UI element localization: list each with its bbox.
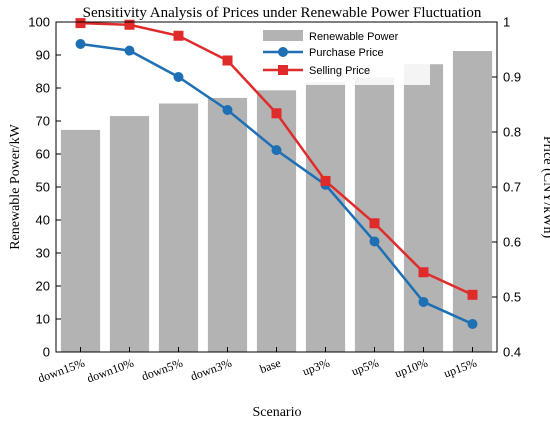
y-tick-label-left: 50 [36,180,50,195]
y-tick-label-right: 0.8 [503,125,521,140]
point-purchase-price [173,72,184,82]
point-purchase-price [271,145,282,156]
legend-marker-selling-price [278,65,288,75]
bar-up15pct [452,51,493,352]
bar-down3pct [207,97,248,353]
y-tick-label-right: 0.7 [503,180,521,195]
point-purchase-price [467,318,478,329]
y-tick-label-right: 1 [503,15,510,30]
y-tick-label-left: 70 [36,114,50,129]
y-tick-label-left: 10 [36,312,50,327]
y-tick-label-right: 0.4 [503,345,521,360]
point-selling-price [467,289,478,300]
point-purchase-price [222,105,233,115]
chart-title: Sensitivity Analysis of Prices under Ren… [83,5,482,21]
bar-up3pct [305,82,346,352]
x-tick-label: down15% [36,356,87,386]
legend-label-selling-price: Selling Price [309,65,370,77]
y-tick-label-left: 20 [36,279,50,294]
x-tick-label: down5% [140,356,185,384]
point-selling-price [271,108,282,119]
point-selling-price [320,175,331,186]
y-axis-label-right: Price (CNY/kWh) [540,136,550,239]
y-tick-label-right: 0.9 [503,70,521,85]
x-tick-label: down10% [85,356,136,386]
point-selling-price [173,30,184,41]
y-tick-label-left: 30 [36,246,50,261]
bar-down10pct [109,116,150,352]
y-tick-label-left: 40 [36,213,50,228]
point-selling-price [369,218,380,229]
y-tick-label-left: 80 [36,81,50,96]
point-selling-price [75,18,86,29]
y-tick-label-left: 90 [36,48,50,63]
y-tick-label-left: 100 [28,15,50,30]
bars-layer [60,51,493,353]
point-selling-price [418,267,429,278]
x-tick-label: up3% [300,356,331,379]
y-axis-label-left: Renewable Power/kW [8,123,23,249]
point-selling-price [124,19,135,30]
bar-base [256,90,297,352]
legend: Renewable Power Purchase Price Selling P… [258,29,430,85]
point-purchase-price [124,45,135,56]
y-tick-label-left: 60 [36,147,50,162]
legend-swatch-renewable-power [263,30,303,41]
y-tick-label-left: 0 [43,345,50,360]
lines-layer [75,18,478,329]
bar-down15pct [60,129,101,352]
legend-marker-purchase-price [278,47,288,57]
x-tick-label: down3% [189,356,234,384]
x-tick-label: up15% [442,356,479,381]
x-tick-label: up10% [393,356,430,381]
point-purchase-price [369,236,380,247]
point-selling-price [222,55,233,66]
x-tick-label: base [258,356,283,376]
point-purchase-price [75,39,86,49]
legend-label-purchase-price: Purchase Price [309,47,384,59]
legend-label-renewable-power: Renewable Power [309,31,399,43]
bar-up5pct [354,77,395,352]
point-purchase-price [418,296,429,307]
y-tick-label-right: 0.5 [503,290,521,305]
x-axis-label: Scenario [253,405,302,420]
y-tick-label-right: 0.6 [503,235,521,250]
x-tick-label: up5% [349,356,380,379]
bar-down5pct [158,103,199,352]
